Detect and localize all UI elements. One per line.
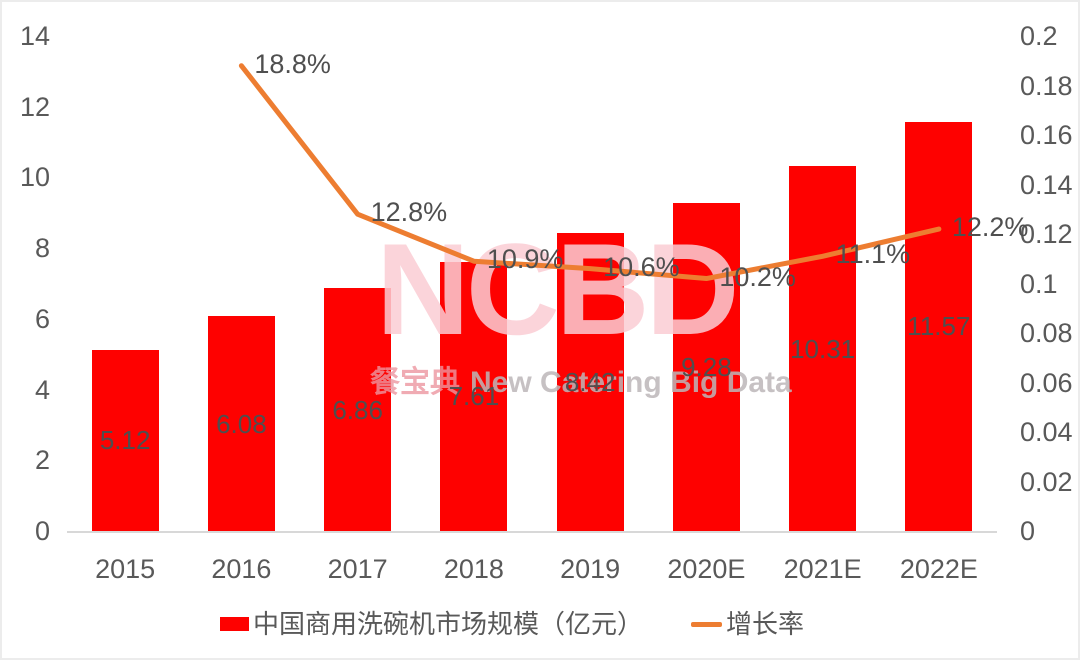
x-axis-tick-label: 2022E: [899, 554, 978, 584]
right-axis-tick-label: 0.04: [1020, 417, 1073, 447]
x-axis-tick-label: 2019: [560, 554, 621, 584]
bar-2015: [91, 349, 159, 531]
legend: 中国商用洗碗机市场规模（亿元） 增长率: [2, 608, 1052, 640]
x-axis-tick-label: 2020E: [667, 554, 746, 584]
x-axis-line: [67, 531, 997, 533]
growth-rate-polyline: [238, 63, 942, 282]
x-axis-tick-label: 2015: [95, 554, 156, 584]
bar-2017: [324, 288, 392, 531]
watermark-subtitle: 餐宝典 New Catering Big Data: [370, 366, 792, 399]
bar-2021E: [789, 166, 857, 531]
growth-rate-point-label: 10.2%: [719, 261, 796, 292]
left-axis-tick-label: 14: [19, 21, 50, 51]
growth-rate-point-label: 11.1%: [835, 239, 911, 270]
right-axis-tick-label: 0.16: [1020, 120, 1073, 150]
bar-series-swatch-icon: [219, 617, 249, 631]
bar-value-label: 10.31: [790, 333, 856, 364]
legend-line-label: 增长率: [726, 609, 805, 639]
bar-value-label: 11.57: [907, 311, 971, 342]
legend-bar-label: 中国商用洗碗机市场规模（亿元）: [252, 609, 643, 639]
right-axis-tick-label: 0: [1020, 516, 1036, 546]
legend-item-market-size: 中国商用洗碗机市场规模（亿元）: [219, 608, 643, 640]
x-axis-tick-label: 2017: [327, 554, 388, 584]
right-axis-tick-label: 0.02: [1020, 466, 1073, 497]
x-axis-tick-label: 2016: [211, 554, 272, 584]
line-series-swatch-icon: [691, 621, 722, 627]
growth-rate-point-label: 12.8%: [370, 197, 448, 228]
growth-rate-point-label: 18.8%: [254, 48, 331, 79]
right-axis-tick-label: 0.14: [1020, 169, 1073, 200]
watermark-subtitle-en: New Catering Big Data: [470, 366, 792, 399]
legend-item-growth-rate: 增长率: [691, 608, 804, 640]
bar-value-label: 6.08: [216, 408, 267, 439]
left-axis-tick-label: 2: [34, 445, 50, 476]
bar-value-label: 5.12: [99, 425, 151, 456]
bar-2018: [440, 261, 508, 531]
right-axis-tick-label: 0.2: [1020, 21, 1058, 51]
x-axis-tick-label: 2021E: [783, 554, 862, 584]
left-axis-tick-label: 10: [19, 162, 50, 193]
bar-2019: [556, 233, 624, 531]
bar-value-label: 9.28: [681, 351, 732, 382]
right-axis-tick-label: 0.12: [1020, 219, 1073, 249]
growth-rate-point-label: 10.6%: [603, 251, 680, 282]
growth-rate-point-label: 12.2%: [951, 212, 1029, 243]
growth-rate-point-label: 10.9%: [486, 244, 564, 275]
right-axis-tick-label: 0.1: [1020, 268, 1058, 299]
bar-2016: [207, 316, 275, 531]
watermark-subtitle-cn: 餐宝典: [370, 366, 460, 399]
left-axis-tick-label: 0: [34, 516, 50, 546]
left-axis-tick-label: 6: [34, 303, 50, 334]
x-axis-tick-label: 2018: [443, 554, 504, 584]
bar-2022E: [905, 121, 973, 531]
bar-value-label: 7.61: [448, 381, 500, 412]
right-axis-tick-label: 0.08: [1020, 318, 1073, 348]
left-axis-tick-label: 12: [19, 91, 50, 122]
right-axis-tick-label: 0.06: [1020, 367, 1073, 398]
bar-value-label: 6.86: [332, 394, 383, 425]
left-axis-tick-label: 8: [34, 233, 50, 264]
right-axis-tick-label: 0.18: [1020, 70, 1073, 101]
bar-value-label: 8.42: [564, 367, 616, 398]
bar-2020E: [672, 202, 740, 531]
left-axis-tick-label: 4: [34, 374, 50, 405]
